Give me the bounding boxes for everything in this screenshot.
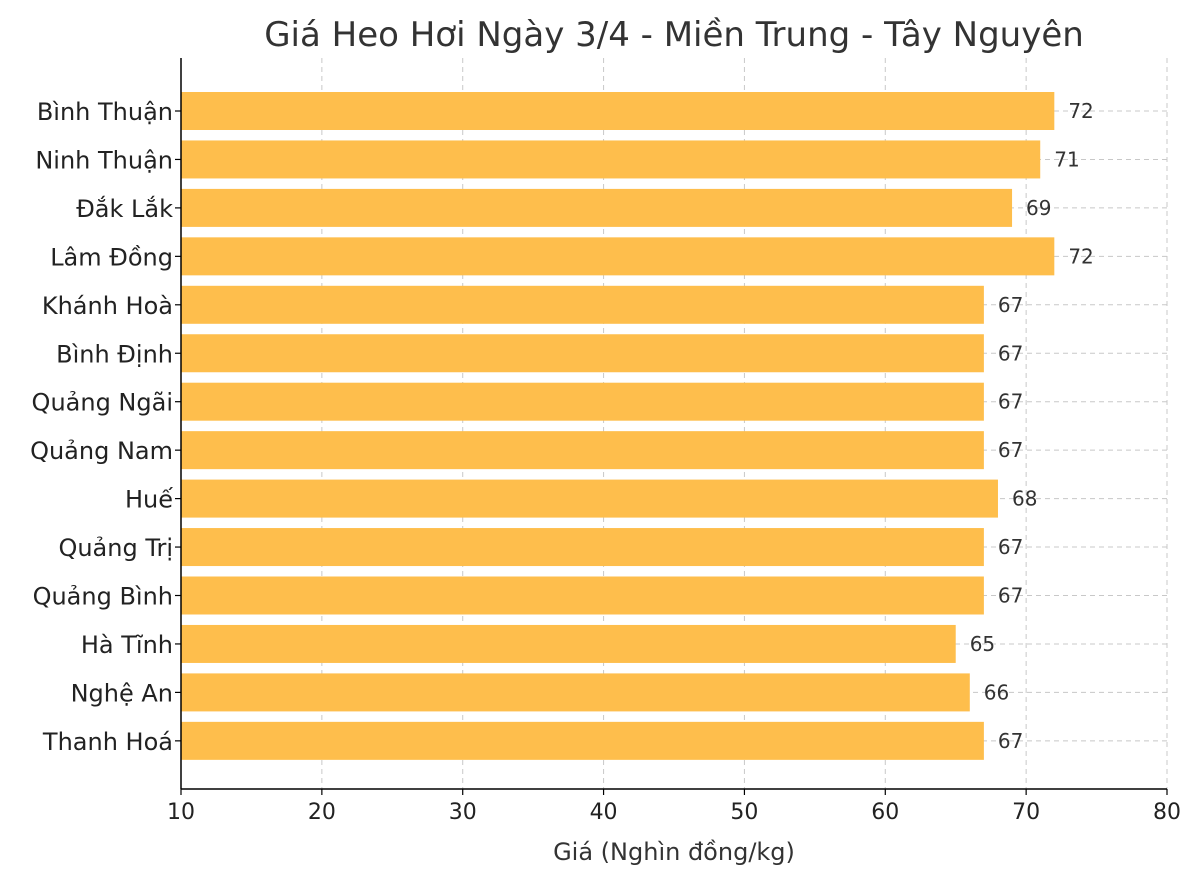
- category-label: Đắk Lắk: [76, 194, 173, 223]
- bar-value-label: 67: [998, 584, 1023, 608]
- category-label: Quảng Trị: [58, 534, 173, 562]
- bar-value-label: 71: [1054, 147, 1079, 171]
- bar: [181, 334, 984, 373]
- x-axis-label: Giá (Nghìn đồng/kg): [553, 838, 795, 866]
- category-label: Khánh Hoà: [42, 292, 173, 320]
- x-tick-label: 60: [871, 800, 899, 825]
- category-labels: Bình Thuận Ninh Thuận Đắk Lắk Lâm Đồng Khánh…: [30, 98, 181, 756]
- x-tick-label: 10: [167, 800, 195, 825]
- bar: [181, 140, 1041, 179]
- category-label: Bình Thuận: [37, 98, 173, 126]
- bar: [181, 576, 984, 615]
- bar-value-label: 67: [998, 390, 1023, 414]
- bar: [181, 285, 984, 324]
- chart-title: Giá Heo Hơi Ngày 3/4 - Miền Trung - Tây …: [264, 15, 1084, 55]
- category-label: Nghệ An: [71, 679, 173, 707]
- category-label: Thanh Hoá: [42, 728, 173, 756]
- bar-value-label: 66: [984, 680, 1009, 704]
- bar-value-label: 69: [1026, 196, 1051, 220]
- bar: [181, 479, 998, 518]
- bar-value-label: 68: [1012, 487, 1037, 511]
- x-tick-label: 30: [449, 800, 477, 825]
- bar: [181, 673, 970, 712]
- bar: [181, 188, 1013, 227]
- bar-value-label: 65: [970, 632, 995, 656]
- bar-value-label: 72: [1068, 99, 1093, 123]
- x-tick-labels: 10 20 30 40 50 60 70 80: [167, 789, 1181, 825]
- category-label: Quảng Bình: [33, 583, 173, 611]
- bar: [181, 92, 1055, 130]
- bar: [181, 624, 956, 663]
- bar: [181, 237, 1055, 276]
- x-tick-label: 80: [1153, 800, 1181, 825]
- bar-value-label: 67: [998, 729, 1023, 753]
- bar-value-label: 67: [998, 438, 1023, 462]
- x-tick-label: 50: [730, 800, 758, 825]
- category-label: Quảng Ngãi: [32, 389, 173, 417]
- bar: [181, 721, 984, 760]
- bar: [181, 431, 984, 470]
- bar-value-label: 67: [998, 535, 1023, 559]
- category-label: Ninh Thuận: [35, 146, 173, 174]
- bar-value-label: 67: [998, 341, 1023, 365]
- bar-value-label: 72: [1068, 244, 1093, 268]
- category-label: Quảng Nam: [30, 437, 173, 465]
- category-label: Hà Tĩnh: [81, 631, 173, 659]
- bars: [181, 92, 1055, 760]
- bar-value-label: 67: [998, 293, 1023, 317]
- x-tick-label: 70: [1012, 800, 1040, 825]
- category-label: Bình Định: [56, 340, 173, 368]
- category-label: Lâm Đồng: [50, 243, 173, 271]
- bar: [181, 382, 984, 421]
- category-label: Huế: [125, 486, 173, 514]
- bar: [181, 528, 984, 567]
- x-tick-label: 20: [308, 800, 336, 825]
- x-tick-label: 40: [590, 800, 618, 825]
